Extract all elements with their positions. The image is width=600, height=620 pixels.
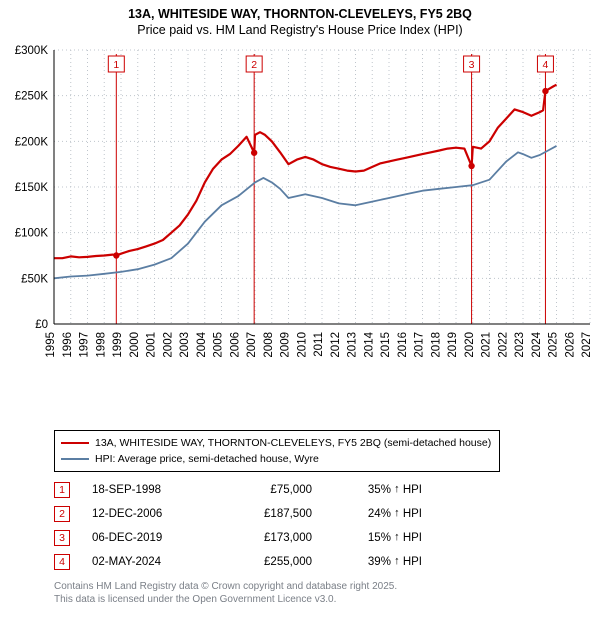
sale-row: 3 06-DEC-2019£173,00015% ↑ HPI xyxy=(54,526,422,550)
svg-text:2022: 2022 xyxy=(497,332,509,358)
svg-text:4: 4 xyxy=(543,59,549,71)
sale-diff: 24% ↑ HPI xyxy=(312,508,422,520)
svg-text:2027: 2027 xyxy=(581,332,593,358)
svg-text:£200K: £200K xyxy=(15,136,49,148)
svg-text:2: 2 xyxy=(251,59,257,71)
svg-text:2026: 2026 xyxy=(564,332,576,358)
legend-label: 13A, WHITESIDE WAY, THORNTON-CLEVELEYS, … xyxy=(95,437,491,449)
svg-text:2025: 2025 xyxy=(548,332,560,358)
legend: 13A, WHITESIDE WAY, THORNTON-CLEVELEYS, … xyxy=(54,430,500,472)
sale-date: 02-MAY-2024 xyxy=(92,556,212,568)
sale-marker-num: 3 xyxy=(54,530,70,546)
svg-text:2001: 2001 xyxy=(146,332,158,358)
svg-text:1998: 1998 xyxy=(95,332,107,358)
svg-text:2005: 2005 xyxy=(213,332,225,358)
svg-text:2007: 2007 xyxy=(246,332,258,358)
svg-text:2009: 2009 xyxy=(280,332,292,358)
svg-text:2021: 2021 xyxy=(481,332,493,358)
svg-text:2006: 2006 xyxy=(229,332,241,358)
svg-text:2019: 2019 xyxy=(447,332,459,358)
sale-row: 4 02-MAY-2024£255,00039% ↑ HPI xyxy=(54,550,422,574)
sale-diff: 39% ↑ HPI xyxy=(312,556,422,568)
svg-text:£250K: £250K xyxy=(15,91,49,103)
svg-text:£0: £0 xyxy=(35,319,48,331)
sale-marker-num: 4 xyxy=(54,554,70,570)
svg-text:1: 1 xyxy=(113,59,119,71)
sale-marker-num: 2 xyxy=(54,506,70,522)
legend-label: HPI: Average price, semi-detached house,… xyxy=(95,453,319,465)
sale-price: £173,000 xyxy=(212,532,312,544)
svg-text:2024: 2024 xyxy=(531,331,543,357)
sale-date: 06-DEC-2019 xyxy=(92,532,212,544)
sale-date: 12-DEC-2006 xyxy=(92,508,212,520)
svg-text:2011: 2011 xyxy=(313,332,325,357)
svg-text:2016: 2016 xyxy=(397,332,409,358)
svg-text:2020: 2020 xyxy=(464,332,476,358)
svg-text:£50K: £50K xyxy=(21,273,48,285)
svg-text:£300K: £300K xyxy=(15,45,49,57)
sale-price: £187,500 xyxy=(212,508,312,520)
legend-swatch xyxy=(61,458,89,460)
svg-text:2012: 2012 xyxy=(330,332,342,358)
svg-text:2008: 2008 xyxy=(263,332,275,358)
price-chart: £0 £50K £100K £150K £200K £250K £300K 1995 1996 1… xyxy=(0,44,600,384)
svg-text:2018: 2018 xyxy=(430,332,442,358)
svg-text:2023: 2023 xyxy=(514,332,526,358)
sale-price: £255,000 xyxy=(212,556,312,568)
sale-row: 2 12-DEC-2006£187,50024% ↑ HPI xyxy=(54,502,422,526)
legend-row: HPI: Average price, semi-detached house,… xyxy=(61,451,491,467)
svg-text:1996: 1996 xyxy=(62,332,74,358)
svg-text:2013: 2013 xyxy=(347,332,359,358)
title-line-2: Price paid vs. HM Land Registry's House … xyxy=(0,22,600,38)
footnote-line-2: This data is licensed under the Open Gov… xyxy=(54,593,397,606)
svg-text:2014: 2014 xyxy=(363,331,375,357)
svg-text:3: 3 xyxy=(469,59,475,71)
svg-text:1995: 1995 xyxy=(45,332,57,358)
svg-text:1999: 1999 xyxy=(112,332,124,358)
sales-table: 1 18-SEP-1998£75,00035% ↑ HPI 2 12-DEC-2006… xyxy=(54,478,422,574)
sale-row: 1 18-SEP-1998£75,00035% ↑ HPI xyxy=(54,478,422,502)
title-line-1: 13A, WHITESIDE WAY, THORNTON-CLEVELEYS, … xyxy=(0,0,600,22)
svg-text:2017: 2017 xyxy=(414,332,426,358)
sale-date: 18-SEP-1998 xyxy=(92,484,212,496)
svg-text:2003: 2003 xyxy=(179,332,191,358)
sale-price: £75,000 xyxy=(212,484,312,496)
svg-text:2004: 2004 xyxy=(196,331,208,357)
sale-diff: 15% ↑ HPI xyxy=(312,532,422,544)
sale-marker-num: 1 xyxy=(54,482,70,498)
svg-text:2010: 2010 xyxy=(296,332,308,358)
footnote-line-1: Contains HM Land Registry data © Crown c… xyxy=(54,580,397,593)
svg-text:2000: 2000 xyxy=(129,332,141,358)
legend-swatch xyxy=(61,442,89,444)
svg-text:2002: 2002 xyxy=(162,332,174,358)
svg-text:£100K: £100K xyxy=(15,228,49,240)
svg-text:1997: 1997 xyxy=(79,332,91,358)
footnote: Contains HM Land Registry data © Crown c… xyxy=(54,580,397,606)
legend-row: 13A, WHITESIDE WAY, THORNTON-CLEVELEYS, … xyxy=(61,435,491,451)
sale-diff: 35% ↑ HPI xyxy=(312,484,422,496)
svg-text:2015: 2015 xyxy=(380,332,392,358)
svg-text:£150K: £150K xyxy=(15,182,49,194)
